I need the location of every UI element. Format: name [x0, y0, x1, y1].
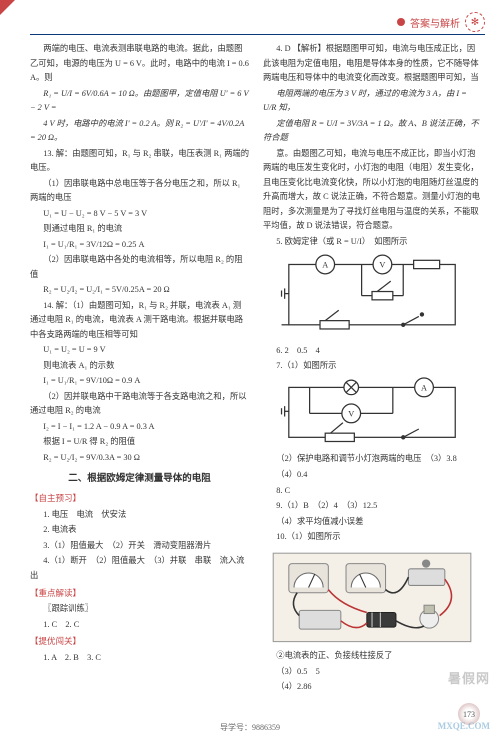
svg-text:V: V	[380, 261, 386, 270]
answer: ②电流表的正、负接线柱接反了	[263, 649, 482, 664]
page-content: 两端的电压、电流表测串联电路的电流。据此，由题图乙可知，电源的电压为 U = 6…	[30, 42, 482, 717]
circuit-diagram-2: V A	[268, 377, 476, 450]
svg-text:V: V	[349, 409, 355, 418]
para: 则通过电阻 R₁ 的电流	[30, 222, 249, 237]
answer: 3.（1）阻值最大 （2）开关 滑动变阻器滑片	[30, 539, 249, 554]
answer: 9.（1）B （2）4 （3）12.5	[263, 499, 482, 514]
answer: 〖跟踪训练〗	[30, 602, 249, 617]
formula: U₁ = U − U₂ = 8 V − 5 V = 3 V	[30, 207, 249, 222]
section-title: 二、根据欧姆定律测量导体的电阻	[30, 471, 249, 488]
formula: I₁ = U₁/R₁ = 3V/12Ω = 0.25 A	[30, 238, 249, 253]
answer: 1. 电压 电流 伏安法	[30, 508, 249, 523]
formula: R₂ = U₂/I₂ = 9V/0.3A = 30 Ω	[30, 451, 249, 466]
para: 根据 I = U/R 得 R₂ 的阻值	[30, 435, 249, 450]
answer: 4.（1）断开 （2）阻值最大 （3）并联 串联 流入流出	[30, 554, 249, 583]
page-header: 答案与解析 ✻	[397, 12, 485, 32]
formula: 定值电阻 R = U/I = 3V/3A = 1 Ω。故 A、B 说法正确，不符…	[263, 117, 482, 146]
formula: U₁ = U₂ = U = 9 V	[30, 343, 249, 358]
subhead: 【重点解读】	[30, 586, 249, 601]
watermark-url: MXQE.COM	[438, 721, 490, 731]
formula: R₁ = U/I = 6V/0.6A = 10 Ω。由题图甲，定值电阻 U' =…	[30, 87, 249, 116]
answer: （2）保护电路和调节小灯泡两端的电压 （3）3.8	[263, 452, 482, 467]
answer: 2. 电流表	[30, 523, 249, 538]
circuit-photo	[268, 548, 476, 647]
answer: 1. A 2. B 3. C	[30, 651, 249, 666]
flower-icon: ✻	[465, 12, 485, 32]
circuit-diagram-1: A V	[268, 252, 476, 340]
para: （1）因串联电路中总电压等于各分电压之和，所以 R₁ 两端的电压	[30, 177, 249, 206]
svg-text:A: A	[421, 383, 427, 392]
answer: 8. C	[263, 484, 482, 499]
formula: 电阻两端的电压为 3 V 时，通过的电流为 3 A，由 I = U/R 知，	[263, 87, 482, 116]
answer: （4）0.4	[263, 468, 482, 483]
answer: 7.（1）如图所示	[263, 359, 482, 374]
svg-text:A: A	[323, 261, 329, 270]
header-title: 答案与解析	[410, 15, 460, 30]
para: （2）因串联电路中各处的电流相等，所以电阻 R₂ 的阻值	[30, 253, 249, 282]
header-rule	[30, 34, 485, 35]
para: 则电流表 A₁ 的示数	[30, 359, 249, 374]
subhead: 【自主预习】	[30, 491, 249, 506]
formula: R₂ = U₂/I₂ = U₂/I₁ = 5V/0.25A = 20 Ω	[30, 283, 249, 298]
dot-icon	[397, 18, 405, 26]
para: 两端的电压、电流表测串联电路的电流。据此，由题图乙可知，电源的电压为 U = 6…	[30, 42, 249, 86]
answer: （4）求平均值减小误差	[263, 515, 482, 530]
corner-mark	[0, 0, 15, 15]
para: 13. 解：由题图可知，R₁ 与 R₂ 串联，电压表测 R₁ 两端的电压。	[30, 147, 249, 176]
answer: 6. 2 0.5 4	[263, 344, 482, 359]
formula: 4 V 时，电路中的电流 I' = 0.2 A。则 R₂ = U'/I' = 4…	[30, 117, 249, 146]
para: （2）因并联电路中干路电流等于各支路电流之和，所以通过电阻 R₂ 的电流	[30, 390, 249, 419]
para: 意。由题图乙可知，电流与电压不成正比，即当小灯泡两端的电压发生变化时，小灯泡的电…	[263, 147, 482, 234]
formula: I₂ = I − I₁ = 1.2 A − 0.9 A = 0.3 A	[30, 420, 249, 435]
formula: I₁ = U₁/R₁ = 9V/10Ω = 0.9 A	[30, 374, 249, 389]
watermark: 暑假网	[448, 668, 490, 687]
para: 5. 欧姆定律（或 R = U/I） 如图所示	[263, 235, 482, 250]
footer-code: 导学号：9886359	[0, 722, 500, 733]
para: 4. D 【解析】根据题图甲可知，电流与电压成正比，因此该电阻为定值电阻，电阻是…	[263, 42, 482, 86]
subhead: 【提优闯关】	[30, 634, 249, 649]
page-number-text: 173	[463, 710, 475, 719]
para: 14. 解：（1）由题图可知，R₁ 与 R₂ 并联，电流表 A₁ 测通过电阻 R…	[30, 299, 249, 343]
answer: 1. C 2. C	[30, 618, 249, 633]
answer: 10.（1）如图所示	[263, 530, 482, 545]
